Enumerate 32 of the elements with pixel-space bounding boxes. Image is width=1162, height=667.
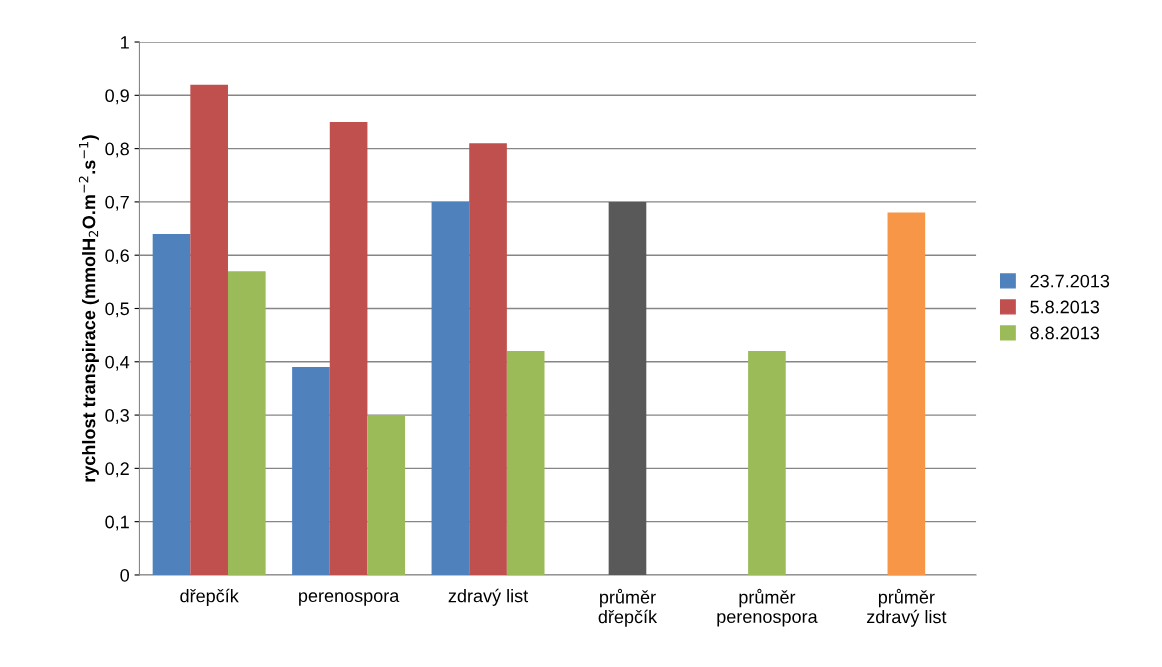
bar — [367, 415, 406, 575]
y-tick-label: 0,5 — [105, 302, 129, 318]
bar — [469, 143, 507, 575]
bar — [292, 367, 330, 575]
y-tick-label: 0,9 — [105, 89, 129, 105]
bar — [506, 351, 545, 575]
x-tick-label: zdravý list — [448, 588, 529, 606]
bar — [190, 84, 228, 575]
y-axis-title: rychlost transpirace (mmolH$_{2}$O.m$^{−2}$.s$^{−1}$) — [78, 135, 99, 482]
y-tick-label: 0 — [120, 568, 130, 582]
y-tick-label: 0,1 — [105, 515, 129, 531]
y-tick-label: 0,4 — [105, 355, 130, 371]
y-tick-label: 0,6 — [105, 249, 129, 265]
y-tick-label: 1 — [121, 36, 129, 49]
y-tick-label: 0,2 — [105, 462, 129, 478]
bar — [608, 201, 647, 575]
legend-label: 5.8.2013 — [1030, 300, 1100, 314]
x-tick-label: průměr perenospora — [717, 588, 818, 627]
x-tick-label: perenospora — [299, 592, 400, 606]
y-tick-label: 0,7 — [105, 195, 129, 211]
bar — [329, 121, 368, 575]
legend-label: 23.7.2013 — [1030, 274, 1110, 288]
bar — [227, 271, 266, 575]
bar — [431, 201, 470, 575]
bar — [887, 212, 926, 575]
x-tick-label: průměr dřepčík — [598, 588, 658, 627]
x-tick-label: průměr zdravý list — [866, 588, 947, 627]
bar — [152, 233, 191, 575]
y-tick-label: 0,3 — [105, 409, 129, 424]
x-tick-label: dřepčík — [180, 588, 239, 606]
y-tick-label: 0,8 — [105, 142, 129, 158]
legend-label: 8.8.2013 — [1030, 326, 1100, 340]
